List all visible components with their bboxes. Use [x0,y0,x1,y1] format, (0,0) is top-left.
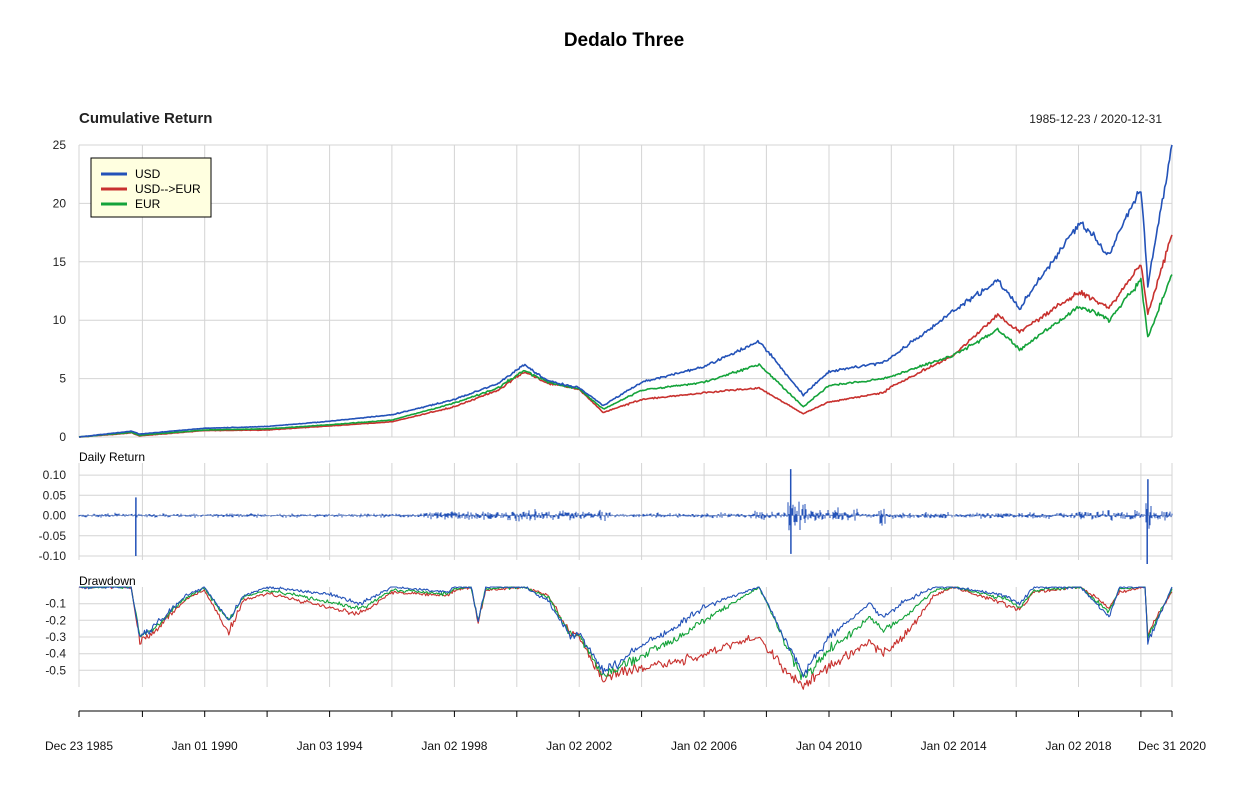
x-tick-label: Jan 04 2010 [796,739,862,753]
cum-series-eur [78,274,1173,438]
y-ret-tick-label: 0.10 [43,468,67,482]
daily-return-bars [78,501,1173,531]
x-tick-label: Jan 02 1998 [421,739,487,753]
x-tick-label: Jan 02 2018 [1045,739,1111,753]
legend-label-eur: EUR [135,197,161,211]
cum-series-usd-eur [78,234,1173,438]
y-cum-tick-label: 10 [53,313,67,327]
y-dd-tick-label: -0.3 [45,630,66,644]
y-ret-tick-label: -0.05 [39,529,67,543]
date-range-label: 1985-12-23 / 2020-12-31 [1029,112,1162,126]
y-ret-tick-label: 0.05 [43,488,67,502]
y-cum-tick-label: 25 [53,138,67,152]
x-tick-label: Jan 01 1990 [172,739,238,753]
y-ret-tick-label: -0.10 [39,549,67,563]
drawdown-panel: -0.1 -0.2 -0.3 -0.4 -0.5 [45,586,1173,690]
x-tick-label: Jan 03 1994 [297,739,363,753]
x-tick-label: Jan 02 2014 [921,739,987,753]
x-tick-label: Dec 31 2020 [1138,739,1206,753]
y-cum-tick-label: 15 [53,255,67,269]
panel-title-drawdown: Drawdown [79,574,136,588]
cum-series-usd [78,144,1173,438]
cumulative-return-panel: 0 5 10 15 20 25 [53,138,1173,444]
y-dd-tick-label: -0.4 [45,647,66,661]
drawdown-series-usd [79,586,1173,678]
x-tick-label: Jan 02 2006 [671,739,737,753]
drawdown-series-eur [79,586,1173,681]
y-cum-tick-label: 20 [53,196,67,210]
y-dd-tick-label: -0.2 [45,613,66,627]
y-cum-tick-label: 0 [59,430,66,444]
panel-title-daily-return: Daily Return [79,450,145,464]
x-axis: Dec 23 1985 Jan 01 1990 Jan 03 1994 Jan 02 … [45,710,1206,753]
legend-label-usd-eur: USD-->EUR [135,182,201,196]
panel-title-cumulative: Cumulative Return [79,110,212,127]
drawdown-series-usd-eur [78,586,1173,690]
legend-label-usd: USD [135,167,161,181]
x-tick-label: Dec 23 1985 [45,739,113,753]
y-cum-tick-label: 5 [59,372,66,386]
x-tick-label: Jan 02 2002 [546,739,612,753]
y-dd-tick-label: -0.5 [45,663,66,677]
daily-return-panel: -0.10 -0.05 0.00 0.05 0.10 [39,463,1173,564]
y-dd-tick-label: -0.1 [45,597,66,611]
legend: USD USD-->EUR EUR [90,157,212,218]
chart-title: Dedalo Three [564,30,684,51]
y-ret-tick-label: 0.00 [43,509,67,523]
